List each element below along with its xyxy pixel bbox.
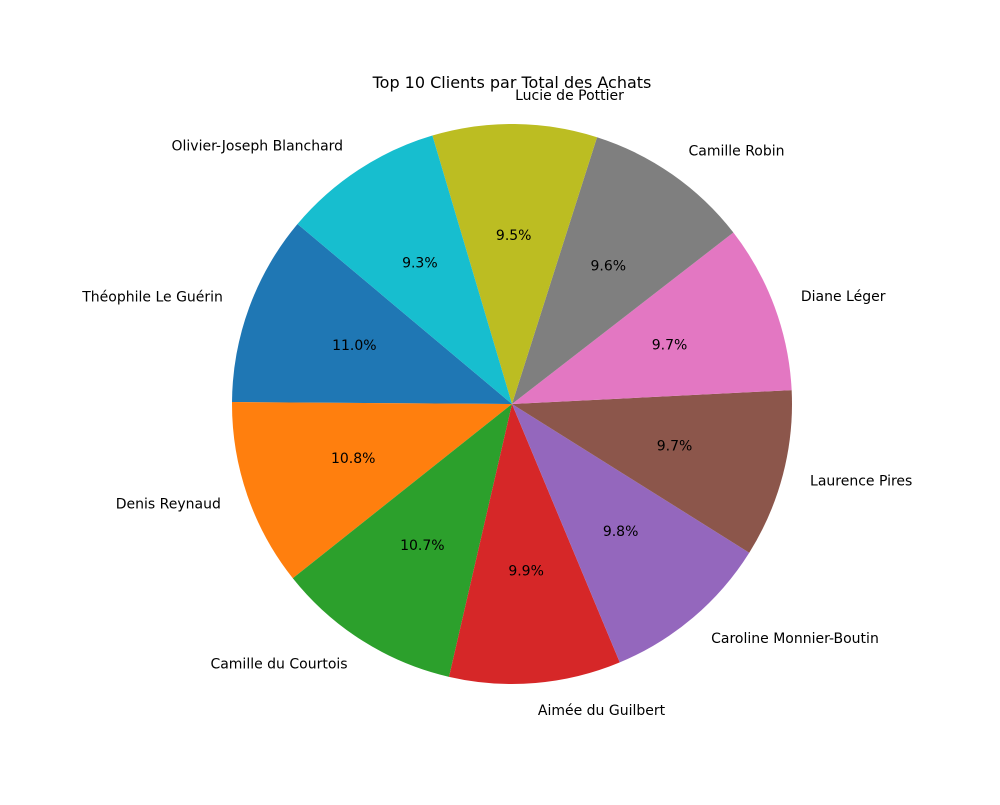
slice-percent-label: 9.8% [603, 524, 639, 540]
pie-slice [449, 404, 620, 685]
slice-percent-label: 9.3% [402, 256, 438, 272]
slice-category-label: Aimée du Guilbert [538, 703, 666, 719]
slice-category-label: Théophile Le Guérin [81, 290, 223, 306]
slice-percent-label: 9.6% [590, 258, 626, 274]
chart-title: Top 10 Clients par Total des Achats [372, 73, 652, 92]
slice-percent-label: 11.0% [332, 338, 376, 354]
pie-slice [512, 390, 792, 553]
pie-slices [232, 124, 792, 685]
slice-category-label: Olivier-Joseph Blanchard [171, 138, 343, 154]
slice-category-label: Diane Léger [801, 289, 886, 305]
slice-category-label: Caroline Monnier-Boutin [711, 631, 879, 647]
slice-category-label: Denis Reynaud [116, 496, 221, 512]
pie-labels: Théophile Le Guérin Denis Reynaud Camille … [81, 88, 912, 719]
slice-category-label: Lucie de Pottier [515, 88, 624, 104]
slice-percent-label: 9.7% [657, 438, 693, 454]
slice-category-label: Laurence Pires [810, 474, 912, 490]
slice-percent-label: 10.8% [331, 451, 375, 467]
pie-percent-labels: 11.0% 10.8% 10.7% 9.9% 9.8% 9.7% 9.7% 9.6% 9.5% 9… [331, 228, 692, 579]
pie-slice [292, 404, 512, 677]
pie-slice [512, 232, 792, 404]
slice-percent-label: 9.7% [652, 338, 688, 354]
slice-percent-label: 10.7% [400, 538, 444, 554]
pie-slice [297, 135, 512, 405]
slice-category-label: Camille du Courtois [210, 656, 347, 672]
pie-slice [432, 124, 598, 404]
slice-percent-label: 9.9% [508, 563, 544, 579]
pie-slice [232, 224, 512, 404]
slice-category-label: Camille Robin [688, 144, 784, 160]
pie-slice [512, 404, 750, 663]
pie-slice [512, 137, 734, 404]
slice-percent-label: 9.5% [496, 228, 532, 244]
pie-slice [232, 402, 512, 579]
